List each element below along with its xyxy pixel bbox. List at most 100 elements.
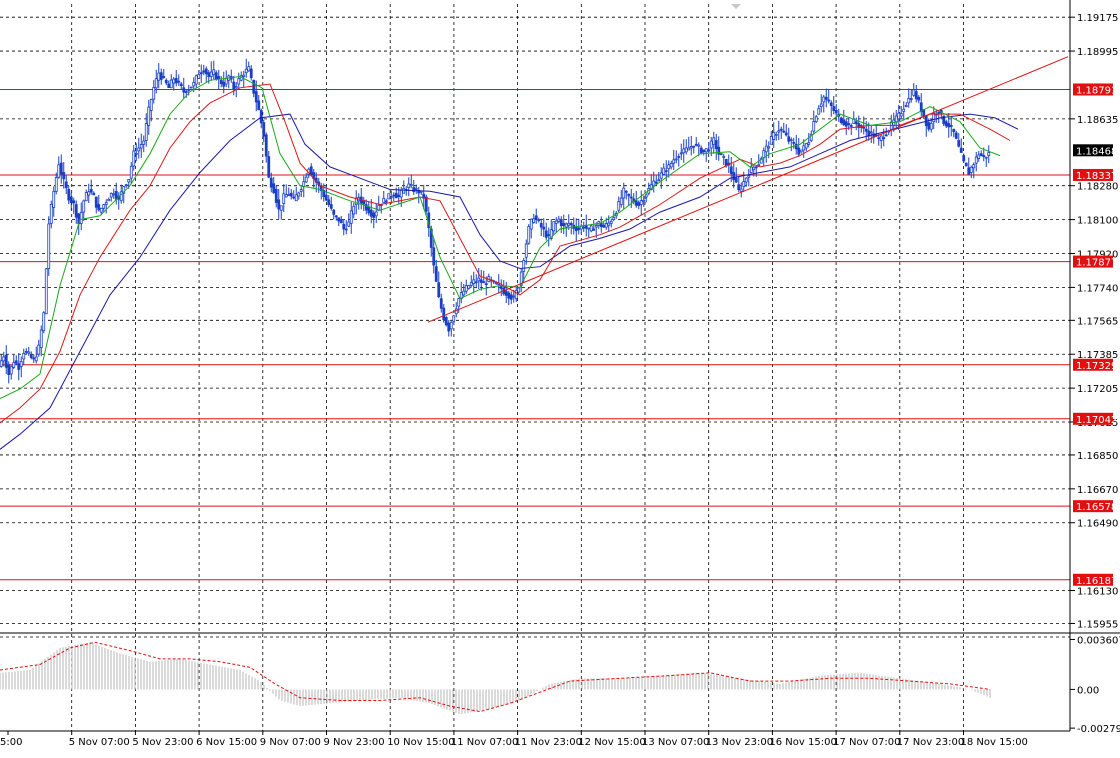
candle-body bbox=[772, 132, 776, 140]
candle-body bbox=[574, 226, 578, 232]
candle-body bbox=[334, 215, 338, 218]
candle-body bbox=[2, 356, 6, 362]
candle-body bbox=[729, 166, 733, 174]
candle-body bbox=[634, 200, 638, 206]
candle-body bbox=[884, 134, 888, 137]
candle-body bbox=[599, 222, 603, 228]
candle-body bbox=[842, 119, 846, 126]
candle-body bbox=[152, 87, 156, 100]
candle-body bbox=[477, 277, 481, 282]
candle-body bbox=[707, 149, 711, 152]
level-label-box bbox=[1073, 255, 1113, 268]
candle-body bbox=[447, 322, 451, 332]
candle-body bbox=[609, 220, 613, 224]
candle-body bbox=[762, 150, 766, 158]
candle-body bbox=[737, 184, 741, 191]
level-label: 1.17329 bbox=[1076, 361, 1117, 372]
candle-body bbox=[97, 204, 101, 211]
candle-body bbox=[959, 147, 963, 153]
candle-body bbox=[257, 100, 261, 111]
candle-body bbox=[522, 260, 526, 272]
candle-body bbox=[139, 144, 143, 149]
candle-body bbox=[267, 156, 271, 178]
candle-body bbox=[927, 122, 931, 130]
candle-body bbox=[142, 140, 146, 145]
candle-body bbox=[697, 144, 701, 147]
candle-body bbox=[349, 210, 353, 224]
candle-body bbox=[742, 181, 746, 188]
candle-body bbox=[594, 225, 598, 228]
candle-body bbox=[339, 219, 343, 224]
price-tick-label: 1.18280 bbox=[1077, 182, 1118, 193]
candle-body bbox=[942, 115, 946, 125]
candle-body bbox=[759, 158, 763, 164]
time-tick-label: 5:00 bbox=[0, 737, 22, 748]
candle-body bbox=[659, 172, 663, 179]
time-tick-label: 17 Nov 23:00 bbox=[897, 737, 964, 748]
candle-body bbox=[639, 200, 643, 205]
candle-body bbox=[527, 226, 531, 244]
candle-body bbox=[904, 105, 908, 108]
price-tick-label: 1.15955 bbox=[1077, 619, 1118, 630]
candle-body bbox=[309, 166, 313, 176]
candle-body bbox=[649, 184, 653, 190]
candle-body bbox=[4, 354, 8, 368]
candle-body bbox=[682, 148, 686, 154]
candle-body bbox=[699, 147, 703, 154]
candle-body bbox=[199, 72, 203, 75]
candle-body bbox=[144, 123, 148, 141]
level-label: 1.16578 bbox=[1076, 502, 1117, 513]
candle-body bbox=[154, 78, 158, 89]
candle-body bbox=[644, 194, 648, 198]
candle-body bbox=[392, 194, 396, 197]
candle-body bbox=[47, 223, 51, 269]
candle-body bbox=[429, 228, 433, 248]
candle-body bbox=[219, 79, 223, 85]
candle-body bbox=[894, 115, 898, 123]
candle-body bbox=[782, 130, 786, 133]
candle-body bbox=[79, 211, 83, 224]
candle-body bbox=[592, 228, 596, 231]
candle-body bbox=[407, 183, 411, 188]
candle-body bbox=[104, 202, 108, 205]
candle-body bbox=[944, 121, 948, 127]
level-label-box bbox=[1073, 573, 1113, 586]
candle-body bbox=[774, 133, 778, 136]
candle-body bbox=[304, 176, 308, 183]
price-tick-label: 1.17205 bbox=[1077, 384, 1118, 395]
candle-body bbox=[39, 329, 43, 349]
candle-body bbox=[822, 96, 826, 103]
candle-body bbox=[667, 164, 671, 170]
candle-body bbox=[604, 223, 608, 228]
candle-body bbox=[194, 75, 198, 85]
level-label: 1.16187 bbox=[1076, 576, 1117, 587]
candle-body bbox=[909, 98, 913, 100]
price-tick-label: 1.17920 bbox=[1077, 249, 1118, 260]
price-tick-label: 1.16490 bbox=[1077, 519, 1118, 530]
candle-body bbox=[109, 192, 113, 198]
price-tick-label: 1.16670 bbox=[1077, 485, 1118, 496]
moving-averages bbox=[0, 75, 1019, 450]
candle-body bbox=[444, 317, 448, 326]
candle-body bbox=[557, 218, 561, 222]
candle-body bbox=[972, 164, 976, 169]
candle-body bbox=[352, 205, 356, 215]
candle-body bbox=[804, 143, 808, 149]
candle-body bbox=[297, 192, 301, 197]
candle-body bbox=[169, 79, 173, 89]
candle-body bbox=[332, 209, 336, 215]
candle-body bbox=[512, 295, 516, 298]
candle-body bbox=[547, 234, 551, 237]
candle-body bbox=[274, 189, 278, 203]
candle-body bbox=[704, 148, 708, 153]
candle-body bbox=[119, 191, 123, 202]
candle-body bbox=[582, 226, 586, 229]
candle-body bbox=[987, 152, 991, 156]
candle-body bbox=[347, 221, 351, 227]
candle-body bbox=[162, 76, 166, 78]
candle-body bbox=[232, 81, 236, 90]
candle-body bbox=[467, 285, 471, 289]
candle-body bbox=[797, 147, 801, 155]
